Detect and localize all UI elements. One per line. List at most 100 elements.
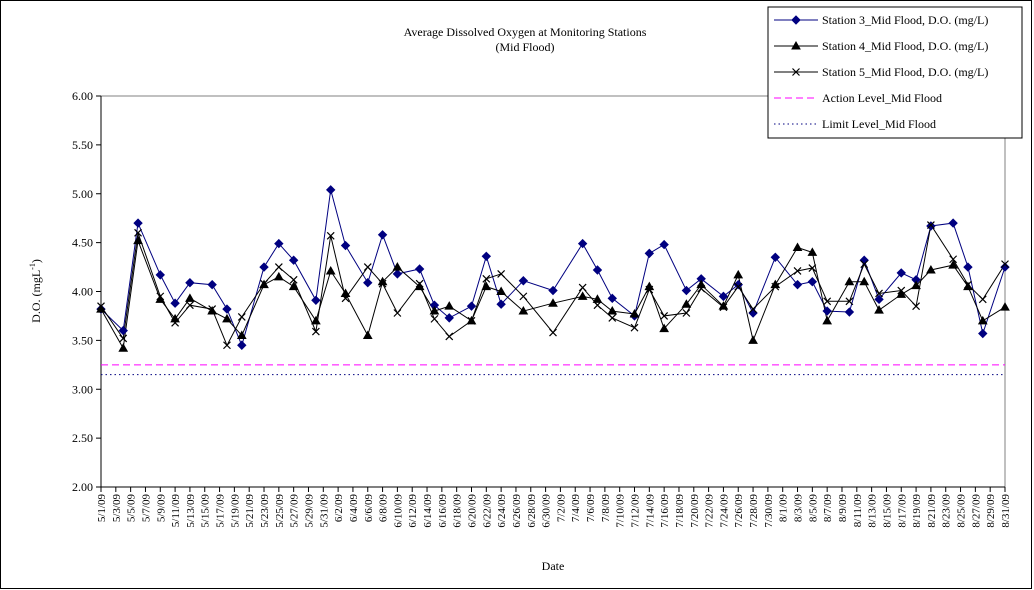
marker-diamond: [926, 221, 936, 231]
x-tick-label: 7/12/09: [630, 494, 642, 528]
marker-x: [978, 295, 987, 304]
chart-title: Average Dissolved Oxygen at Monitoring S…: [404, 25, 647, 39]
marker-x: [341, 294, 350, 303]
marker-triangle: [548, 298, 558, 307]
x-tick-label: 7/28/09: [748, 494, 760, 528]
marker-x: [97, 302, 105, 311]
x-tick-label: 6/26/09: [511, 494, 523, 528]
marker-triangle: [822, 315, 833, 325]
x-tick-label: 7/20/09: [689, 494, 701, 528]
y-tick-label: 2.50: [72, 431, 93, 445]
marker-triangle: [896, 289, 907, 298]
x-tick-label: 5/29/09: [303, 494, 315, 528]
marker-diamond: [659, 239, 669, 250]
marker-x: [497, 269, 506, 278]
marker-diamond: [874, 294, 884, 305]
x-tick-label: 5/15/09: [200, 494, 212, 528]
marker-x: [823, 297, 832, 306]
marker-diamond: [963, 262, 973, 272]
legend-label: Limit Level_Mid Flood: [822, 117, 936, 131]
marker-triangle: [911, 280, 921, 290]
x-tick-label: 8/3/09: [793, 494, 805, 523]
marker-x: [260, 279, 268, 288]
x-tick-label: 6/18/09: [452, 494, 464, 528]
marker-x: [578, 283, 587, 292]
x-tick-label: 7/22/09: [704, 494, 716, 528]
x-tick-label: 8/13/09: [867, 494, 879, 528]
marker-diamond: [791, 15, 801, 25]
legend-label: Action Level_Mid Flood: [822, 91, 942, 105]
x-tick-label: 6/10/09: [392, 494, 404, 528]
marker-triangle: [607, 306, 618, 315]
marker-x: [134, 228, 142, 237]
x-tick-label: 6/2/09: [333, 494, 345, 523]
x-tick-label: 7/26/09: [733, 494, 745, 528]
marker-triangle: [791, 40, 801, 50]
marker-triangle: [659, 323, 670, 333]
marker-triangle: [481, 281, 492, 291]
marker-triangle: [592, 294, 603, 303]
x-tick-label: 5/27/09: [289, 494, 301, 528]
legend-label: Station 4_Mid Flood, D.O. (mg/L): [822, 39, 988, 53]
marker-triangle: [518, 306, 529, 315]
marker-triangle: [273, 271, 284, 281]
marker-x: [311, 327, 320, 336]
x-tick-label: 5/21/09: [244, 494, 256, 528]
marker-x: [415, 279, 424, 288]
marker-diamond: [681, 285, 692, 296]
marker-triangle: [844, 276, 855, 286]
x-tick-label: 7/16/09: [659, 494, 671, 528]
x-tick-label: 7/2/09: [555, 494, 567, 523]
marker-triangle: [629, 308, 640, 318]
x-tick-label: 5/5/09: [126, 494, 138, 523]
x-tick-label: 6/16/09: [437, 494, 449, 528]
marker-diamond: [207, 279, 217, 290]
marker-x: [926, 221, 935, 229]
x-tick-label: 8/21/09: [926, 494, 938, 528]
x-tick-label: 8/7/09: [822, 494, 834, 523]
marker-diamond: [577, 238, 588, 249]
marker-x: [682, 309, 691, 317]
marker-diamond: [548, 285, 558, 296]
y-tick-label: 5.00: [72, 187, 93, 201]
x-tick-label: 5/17/09: [215, 494, 227, 528]
marker-x: [734, 282, 743, 291]
marker-x: [660, 312, 669, 320]
x-tick-label: 5/3/09: [111, 494, 123, 523]
x-tick-label: 8/1/09: [778, 494, 790, 523]
x-tick-label: 8/5/09: [807, 494, 819, 523]
marker-triangle: [733, 269, 744, 279]
marker-triangle: [340, 288, 351, 297]
marker-x: [1001, 260, 1009, 269]
x-tick-label: 5/1/09: [96, 494, 108, 523]
x-tick-label: 6/8/09: [378, 494, 390, 523]
marker-x: [237, 312, 246, 321]
x-tick-label: 8/31/09: [1000, 494, 1012, 528]
marker-x: [630, 323, 639, 332]
marker-x: [593, 301, 602, 310]
legend: Station 3_Mid Flood, D.O. (mg/L) Station …: [767, 6, 1023, 139]
x-tick-label: 7/30/09: [763, 494, 775, 528]
x-tick-label: 8/19/09: [911, 494, 923, 528]
marker-x: [808, 264, 817, 272]
y-tick-label: 2.00: [72, 480, 93, 494]
marker-diamond: [377, 230, 388, 240]
marker-diamond: [222, 304, 232, 314]
x-tick-label: 6/30/09: [541, 494, 553, 528]
marker-triangle: [792, 242, 803, 252]
marker-triangle: [977, 315, 988, 325]
x-axis-label: Date: [542, 559, 565, 573]
x-tick-label: 6/24/09: [496, 494, 508, 528]
marker-diamond: [466, 301, 477, 311]
marker-x: [608, 313, 617, 322]
marker-x: [645, 285, 654, 294]
marker-x: [393, 309, 402, 317]
marker-triangle: [236, 330, 247, 339]
x-tick-label: 6/6/09: [363, 494, 375, 523]
marker-diamond: [807, 277, 818, 287]
marker-triangle: [874, 305, 884, 314]
marker-triangle: [325, 265, 336, 275]
marker-diamond: [118, 325, 128, 336]
